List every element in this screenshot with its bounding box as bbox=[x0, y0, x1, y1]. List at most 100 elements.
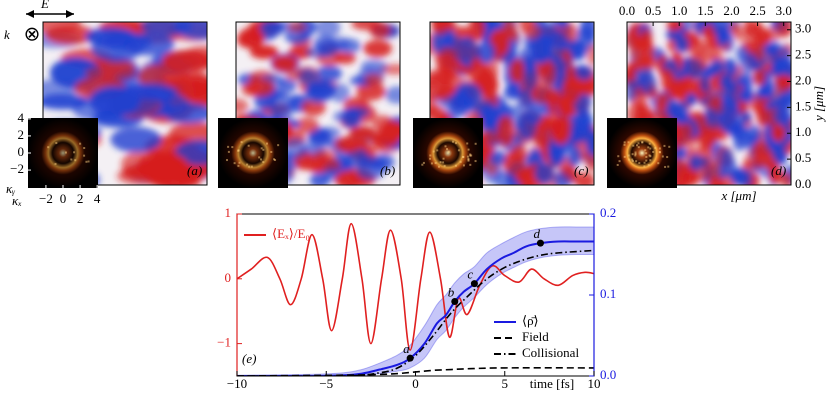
inset-speckle bbox=[439, 161, 442, 164]
inset-speckle bbox=[658, 147, 661, 150]
heatmap-blob bbox=[282, 137, 309, 159]
heatmap-blob bbox=[706, 95, 722, 108]
heatmap-blob bbox=[553, 172, 571, 185]
inset-speckle bbox=[421, 163, 424, 166]
heatmap-blob bbox=[551, 117, 571, 145]
heatmap-blob bbox=[771, 124, 786, 142]
inset-speckle bbox=[54, 162, 57, 165]
heatmap-blob bbox=[238, 27, 262, 48]
inset-speckle bbox=[429, 157, 432, 160]
heatmap-blob bbox=[137, 63, 190, 90]
series-line bbox=[237, 249, 594, 376]
marker-label: a bbox=[403, 341, 410, 356]
inset-speckle bbox=[258, 156, 261, 159]
inset-speckle bbox=[643, 161, 646, 164]
heatmap-blob bbox=[517, 89, 533, 108]
inset-speckle bbox=[667, 165, 670, 168]
heatmap-blob bbox=[360, 59, 388, 75]
inset-speckle bbox=[237, 149, 240, 152]
inset-x-tick-label: 0 bbox=[60, 191, 67, 206]
inset-speckle bbox=[661, 155, 664, 158]
inset-speckle bbox=[273, 158, 276, 161]
x-tick-label: −10 bbox=[227, 376, 247, 391]
inset-speckle bbox=[666, 156, 669, 159]
heatmap-blob bbox=[439, 46, 457, 63]
inset-speckle bbox=[643, 165, 646, 168]
e-field-label: E⃗ bbox=[40, 0, 59, 11]
inset-speckle bbox=[634, 154, 637, 157]
inset-speckle bbox=[87, 160, 90, 163]
y2-tick-label: 0.0 bbox=[600, 367, 616, 382]
inset-speckle bbox=[647, 164, 650, 167]
inset-speckle bbox=[644, 149, 647, 152]
inset-speckle bbox=[470, 154, 473, 157]
inset-speckle bbox=[467, 157, 470, 160]
heatmap-blob bbox=[670, 102, 685, 116]
y2-tick-label: 0.1 bbox=[600, 286, 616, 301]
y-tick-label: 1.5 bbox=[795, 98, 811, 113]
inset-speckle bbox=[231, 146, 234, 149]
inset-speckle bbox=[444, 145, 447, 148]
inset-speckle bbox=[649, 147, 652, 150]
heatmap-blob bbox=[162, 102, 207, 124]
heatmap-blob bbox=[510, 144, 528, 163]
inset-speckle bbox=[462, 155, 465, 158]
heatmap-blob bbox=[774, 74, 791, 93]
heatmap-blob bbox=[666, 22, 683, 32]
heatmap-blob bbox=[627, 79, 637, 102]
inset-speckle bbox=[638, 162, 641, 165]
heatmap-blob bbox=[718, 110, 736, 133]
heatmap-blob bbox=[741, 72, 754, 94]
inset-ring bbox=[28, 118, 98, 188]
inset-speckle bbox=[635, 160, 638, 163]
inset-speckle bbox=[442, 157, 445, 160]
heatmap-blob bbox=[246, 79, 275, 97]
inset-speckle bbox=[64, 151, 67, 154]
heatmap-blob bbox=[356, 161, 386, 180]
heatmap-blob bbox=[89, 86, 141, 117]
y-tick-label: 2.5 bbox=[795, 47, 811, 62]
inset-speckle bbox=[623, 143, 626, 146]
heatmap-blob bbox=[287, 22, 307, 33]
inset-speckle bbox=[238, 161, 241, 164]
heatmap-blob bbox=[753, 41, 765, 62]
inset-y-tick-label: −2 bbox=[10, 161, 24, 176]
heatmap-blob bbox=[259, 22, 284, 38]
heatmap-blob bbox=[720, 147, 734, 169]
heatmap-blob bbox=[567, 145, 582, 167]
inset-speckle bbox=[658, 150, 661, 153]
heatmap-blob bbox=[530, 35, 552, 64]
marker-label: b bbox=[448, 284, 455, 299]
heatmap-blob bbox=[385, 86, 400, 104]
heatmap-blob bbox=[334, 136, 362, 153]
heatmap-blob bbox=[534, 162, 555, 185]
heatmap-blob bbox=[270, 102, 294, 120]
inset-speckle bbox=[247, 144, 250, 147]
heatmap-blob bbox=[769, 166, 783, 185]
heatmap-blob bbox=[698, 125, 716, 149]
inset-speckle bbox=[664, 165, 667, 168]
inset-speckle bbox=[443, 164, 446, 167]
heatmap-blob bbox=[773, 107, 790, 127]
inset-speckle bbox=[429, 154, 432, 157]
x-tick-label: 2.5 bbox=[749, 3, 765, 18]
heatmap-blob bbox=[665, 27, 681, 41]
heatmap-blob bbox=[639, 72, 658, 95]
x-tick-label: 0.5 bbox=[645, 3, 661, 18]
heatmap-blob bbox=[294, 117, 319, 134]
marker-point bbox=[451, 297, 459, 305]
inset-x-label: κₓ bbox=[12, 193, 22, 208]
inset-speckle bbox=[466, 155, 469, 158]
marker-label: d bbox=[533, 226, 540, 241]
inset-speckle bbox=[260, 147, 263, 150]
heatmap-blob bbox=[284, 29, 311, 45]
heatmap-blob bbox=[586, 44, 594, 66]
x-tick-label: 0.0 bbox=[619, 3, 635, 18]
inset-speckle bbox=[437, 165, 440, 168]
inset-speckle bbox=[240, 141, 243, 144]
panel-frame bbox=[235, 21, 401, 186]
heatmap-blob bbox=[477, 40, 496, 64]
panel-frame bbox=[42, 21, 208, 186]
inset-speckle bbox=[634, 151, 637, 154]
